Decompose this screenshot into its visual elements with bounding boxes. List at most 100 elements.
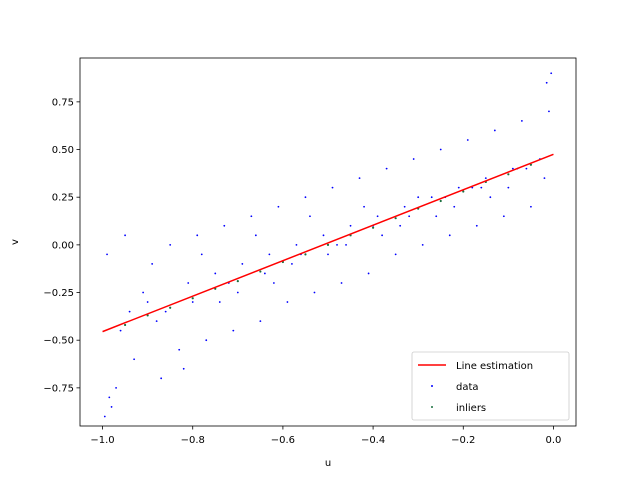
data-point — [331, 186, 334, 189]
data-point — [214, 272, 217, 275]
data-point — [545, 81, 548, 84]
x-tick-label: −0.8 — [181, 435, 205, 446]
data-point — [254, 234, 257, 237]
data-point — [412, 158, 415, 160]
x-axis: −1.0 −0.8 −0.6 −0.4 −0.2 0.0 — [90, 426, 561, 446]
data-point — [313, 291, 316, 294]
data-point — [417, 196, 420, 199]
data-point — [309, 215, 311, 218]
data-point — [169, 243, 172, 246]
data-point — [493, 129, 496, 132]
data-point — [128, 310, 131, 313]
data-point — [327, 253, 329, 256]
data-point — [502, 215, 505, 218]
data-point — [268, 253, 271, 256]
data-point — [218, 301, 221, 303]
data-point — [358, 177, 361, 180]
data-point — [340, 282, 343, 284]
inlier-point — [191, 297, 194, 300]
y-tick-label: −0.50 — [43, 336, 74, 347]
data-point — [376, 215, 379, 218]
data-point — [110, 406, 113, 408]
legend-line-label: Line estimation — [456, 361, 533, 372]
data-point — [160, 377, 163, 380]
data-point — [164, 310, 167, 313]
plot-area — [102, 72, 554, 418]
data-point — [457, 186, 460, 189]
y-tick-label: −0.75 — [43, 383, 74, 394]
inlier-point — [326, 243, 330, 246]
data-point — [507, 186, 510, 189]
data-point — [322, 234, 325, 237]
data-point — [394, 253, 397, 256]
inlier-point — [304, 253, 307, 256]
data-point — [133, 358, 136, 361]
data-point — [241, 263, 244, 265]
inlier-point — [371, 226, 375, 229]
inlier-point — [462, 190, 465, 193]
data-point — [250, 215, 253, 218]
data-point — [115, 386, 117, 389]
data-point — [408, 215, 411, 218]
data-point — [286, 301, 289, 303]
x-tick-label: −0.2 — [451, 435, 475, 446]
data-point — [349, 224, 352, 227]
data-point — [124, 234, 126, 237]
legend-data-swatch — [431, 385, 433, 387]
data-point — [399, 224, 402, 227]
data-point — [232, 329, 235, 332]
x-tick-label: 0.0 — [546, 435, 562, 446]
data-point — [530, 205, 532, 208]
inlier-point — [236, 279, 239, 283]
y-axis: −0.75 −0.50 −0.25 0.00 0.25 0.50 0.75 — [43, 97, 80, 394]
data-point — [475, 224, 478, 227]
data-point — [520, 120, 523, 122]
data-point — [453, 205, 456, 208]
data-point — [345, 243, 347, 246]
data-point — [196, 234, 199, 237]
data-point — [259, 320, 262, 323]
data-point — [106, 253, 108, 256]
data-point — [200, 253, 203, 256]
data-point — [304, 196, 307, 199]
data-point — [182, 367, 185, 370]
data-point — [548, 110, 550, 113]
inlier-point — [507, 173, 510, 176]
y-tick-label: 0.25 — [52, 193, 74, 204]
data-point — [272, 282, 275, 284]
legend-box — [411, 351, 570, 421]
x-tick-label: −1.0 — [90, 435, 114, 446]
data-point — [178, 348, 181, 351]
data-point — [480, 186, 483, 189]
data-point — [263, 272, 266, 275]
data-point — [191, 301, 194, 303]
data-point — [466, 139, 469, 141]
data-point — [336, 243, 338, 246]
y-tick-label: −0.25 — [43, 288, 74, 299]
legend-inliers-label: inliers — [456, 403, 486, 414]
data-point — [430, 196, 433, 199]
data-point — [448, 234, 451, 237]
data-point — [223, 224, 226, 227]
data-point — [550, 72, 553, 75]
inlier-point — [123, 323, 127, 327]
data-point — [385, 167, 388, 170]
x-tick-label: −0.4 — [361, 435, 385, 446]
y-tick-label: 0.75 — [52, 97, 74, 108]
axes-frame — [79, 57, 577, 427]
data-point — [439, 148, 442, 151]
data-point — [108, 396, 111, 399]
x-tick-label: −0.6 — [271, 435, 295, 446]
data-point — [511, 167, 514, 170]
data-point — [151, 263, 154, 265]
data-point — [236, 291, 239, 294]
legend: Line estimation data inliers — [411, 351, 570, 421]
data-point — [403, 205, 406, 208]
inlier-point — [439, 199, 442, 203]
inlier-point — [259, 270, 262, 273]
inlier-point — [394, 217, 397, 220]
data-point — [187, 282, 190, 284]
data-point — [155, 320, 158, 323]
data-point — [295, 243, 298, 246]
